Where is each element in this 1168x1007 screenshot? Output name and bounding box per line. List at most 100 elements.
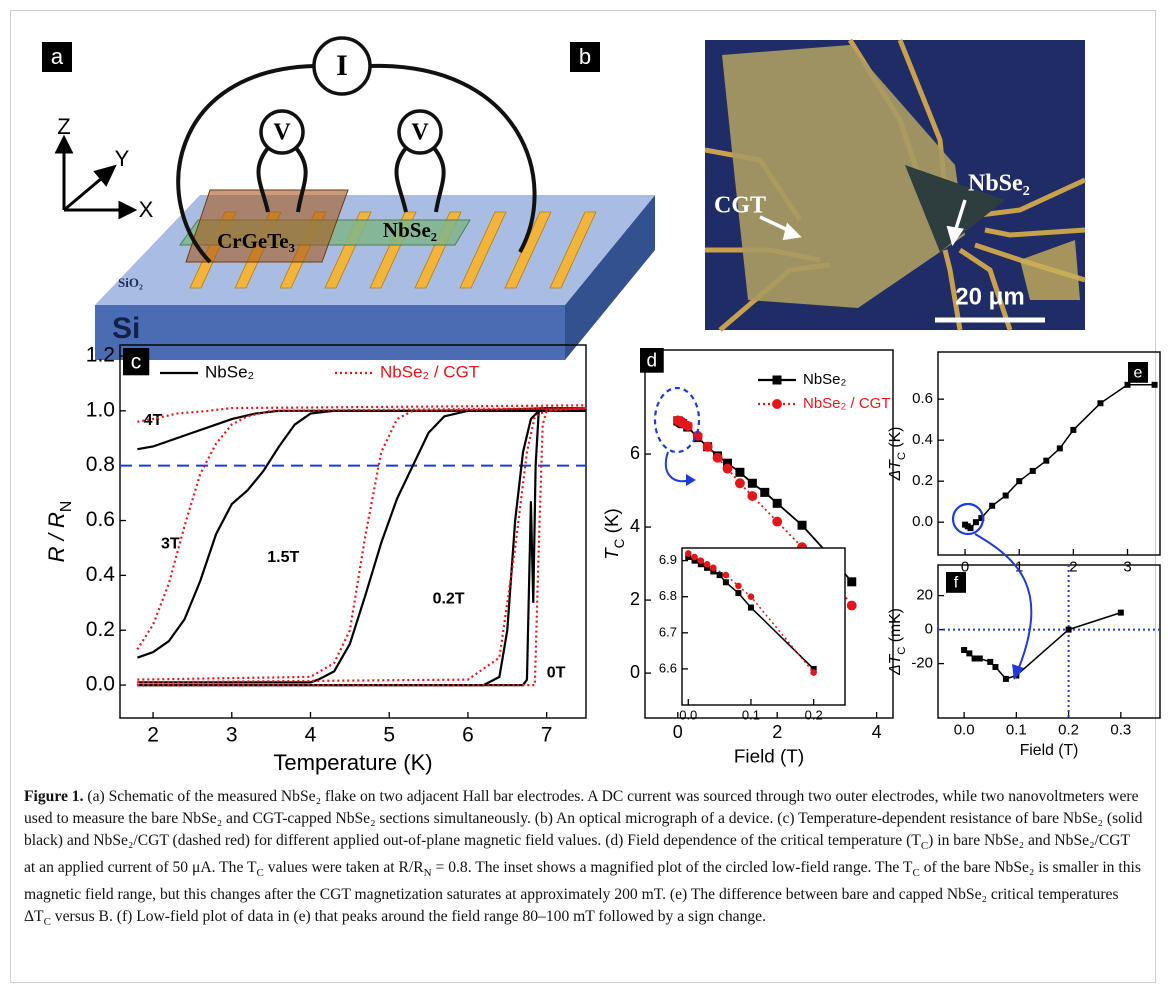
marker — [966, 650, 972, 656]
flake-label: NbSe₂ — [383, 218, 437, 242]
marker — [713, 453, 723, 463]
y-tick-label: 0.8 — [86, 453, 115, 476]
figure: a I V V Z Y X CrGeTe₃ NbSe₂ SiO₂ Si b Nb… — [0, 0, 1168, 780]
region-label: CGT — [714, 193, 766, 219]
marker — [735, 468, 744, 477]
marker — [977, 656, 983, 662]
marker — [735, 590, 741, 596]
marker — [691, 554, 698, 561]
x-tick-label: 0 — [673, 722, 683, 742]
panel-label: e — [1133, 365, 1142, 382]
scale-label: 20 μm — [955, 283, 1024, 310]
x-axis-label: Field (T) — [1020, 742, 1079, 759]
data-line — [137, 411, 586, 685]
x-tick-label: 5 — [383, 723, 395, 746]
y-tick-label: 0.6 — [86, 508, 115, 531]
y-tick-label: 0.0 — [86, 673, 115, 696]
plot-frame — [682, 548, 845, 705]
marker — [1030, 468, 1036, 474]
y-axis-label-part: (K) — [887, 427, 904, 452]
x-axis-label: Field (T) — [734, 747, 804, 768]
marker — [735, 478, 745, 488]
panel-label: c — [131, 351, 142, 374]
y-tick-label: 6.9 — [659, 552, 677, 567]
marker — [1152, 382, 1158, 388]
legend-label: NbSe₂ — [205, 362, 254, 381]
marker — [760, 488, 769, 497]
marker — [1057, 445, 1063, 451]
caption-label: Figure 1. — [24, 788, 83, 805]
y-axis-label-part: (mK) — [887, 608, 904, 647]
plot-frame — [938, 565, 1160, 718]
legend-label: NbSe₂ / CGT — [803, 395, 891, 412]
x-tick-label: 4 — [872, 722, 882, 742]
data-line — [137, 411, 586, 683]
data-line — [137, 408, 586, 649]
y-tick-label: 0 — [630, 662, 640, 682]
x-tick-label: 4 — [305, 723, 317, 746]
y-tick-label: 1.2 — [86, 344, 115, 367]
y-tick-label: -20 — [911, 655, 933, 672]
marker — [748, 593, 755, 600]
y-tick-label: 0.2 — [86, 618, 115, 641]
y-axis-label: ΔTC (mK) — [887, 608, 908, 676]
curve-label: 0.2T — [433, 590, 465, 607]
axis-name: Z — [57, 114, 70, 139]
x-tick-label: 0.1 — [1006, 722, 1027, 739]
marker — [773, 499, 782, 508]
y-tick-label: 6.7 — [659, 624, 677, 639]
panel-label: a — [51, 44, 64, 69]
marker — [1066, 627, 1072, 633]
marker — [810, 669, 817, 676]
marker — [992, 664, 998, 670]
marker — [1003, 676, 1009, 682]
y-axis-label-part: R / R — [44, 512, 69, 562]
curve-label: 4T — [144, 412, 163, 429]
x-tick-label: 0.2 — [805, 707, 823, 722]
x-tick-label: 6 — [462, 723, 474, 746]
data-line — [137, 408, 586, 682]
data-line — [137, 411, 586, 658]
caption-text: values were taken at R/R — [264, 859, 424, 876]
y-tick-label: 20 — [916, 587, 933, 604]
page: { "panel_a": {"label": "a", "current": "… — [0, 0, 1168, 1007]
x-tick-label: 7 — [541, 723, 553, 746]
y-axis-label: R / RN — [44, 501, 75, 563]
marker — [1016, 478, 1022, 484]
y-tick-label: 0 — [925, 621, 933, 638]
legend-label: NbSe₂ / CGT — [380, 362, 479, 381]
micrograph: b NbSe₂ CGT 20 μm — [570, 40, 1085, 330]
legend-label: NbSe₂ — [803, 371, 847, 388]
marker — [704, 561, 711, 568]
panel-label: d — [646, 351, 657, 372]
y-axis-label-subscript: N — [58, 501, 75, 512]
x-tick-label: 0.3 — [1110, 722, 1131, 739]
y-tick-label: 1.0 — [86, 398, 115, 421]
x-tick-label: 2 — [1069, 559, 1077, 576]
voltmeter-label: V — [273, 120, 291, 146]
y-tick-label: 0.6 — [912, 390, 933, 407]
y-axis-label-part: ΔT — [887, 653, 904, 676]
y-axis-label: ΔTC (K) — [887, 427, 908, 482]
data-line — [137, 411, 586, 685]
caption-subscript: C — [912, 867, 919, 879]
marker — [972, 656, 978, 662]
x-tick-label: 0.1 — [742, 707, 760, 722]
caption-subscript: C — [44, 916, 51, 928]
flake-label: CrGeTe₃ — [217, 229, 295, 253]
marker — [847, 577, 856, 586]
layer-label: Si — [112, 312, 140, 345]
y-axis-label-subscript: C — [612, 538, 627, 548]
caption: Figure 1. (a) Schematic of the measured … — [24, 786, 1144, 933]
pointer-head — [686, 474, 696, 486]
caption-text: versus B. (f) Low-field plot of data in … — [51, 908, 766, 925]
marker — [723, 579, 729, 585]
y-axis-label-part: ΔT — [887, 459, 904, 482]
y-tick-label: 0.0 — [912, 513, 933, 530]
curve-label: 0T — [547, 664, 566, 681]
y-axis-label: TC (K) — [602, 508, 627, 560]
marker — [747, 491, 757, 501]
marker — [989, 503, 995, 509]
marker — [723, 572, 730, 579]
marker — [748, 605, 754, 611]
